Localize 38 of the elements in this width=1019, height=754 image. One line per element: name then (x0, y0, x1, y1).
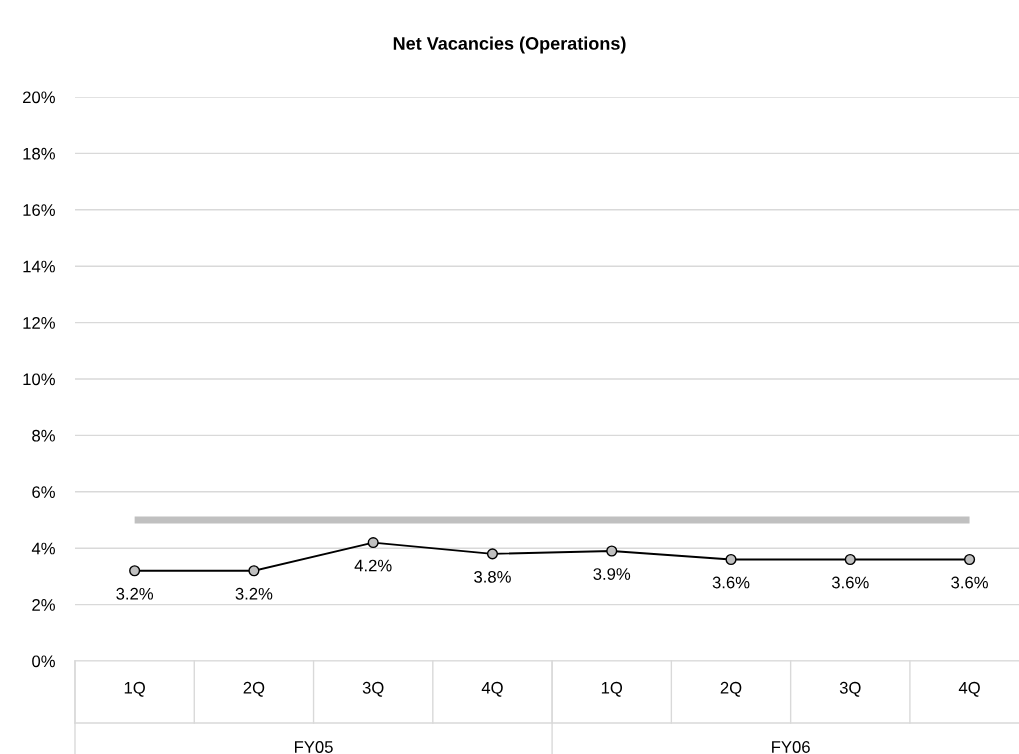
x-tick-label: 1Q (601, 681, 623, 697)
x-tick-label: 2Q (720, 681, 742, 697)
text: 4.2% (354, 559, 392, 572)
text: FY05 (295, 741, 333, 753)
text: 3.6% (951, 576, 988, 589)
text: FY06 (772, 741, 810, 753)
y-tick-label: 2% (32, 599, 55, 611)
x-tick-label: 1Q (124, 681, 145, 697)
point (606, 545, 618, 557)
x-tick-label: 2Q (243, 681, 265, 697)
y-tick-label: 12% (23, 317, 55, 329)
x-tick-label: 4Q (958, 681, 980, 697)
y-tick-label: 10% (23, 373, 55, 386)
point (844, 553, 856, 566)
y-tick-label: 0% (32, 655, 55, 668)
chart-title: Net Vacancies (Operations) (393, 36, 626, 54)
text: 3.2% (116, 587, 154, 600)
point (963, 553, 976, 566)
text: 3.9% (593, 568, 631, 580)
y-tick-label: 4% (31, 542, 55, 555)
x-tick-label: 3Q (362, 681, 384, 697)
x-tick-label: 3Q (839, 681, 861, 697)
text: 3.6% (831, 576, 869, 589)
text: 3.6% (712, 576, 750, 589)
point (248, 565, 260, 577)
y-tick-label: 14% (23, 260, 55, 273)
point (129, 565, 141, 577)
point (486, 548, 499, 560)
text: 3.8% (474, 570, 511, 583)
x-tick-label: 4Q (481, 681, 503, 697)
y-tick-label: 8% (32, 429, 55, 442)
y-tick-label: 20% (23, 91, 55, 104)
y-tick-label: 16% (23, 204, 55, 216)
point (725, 553, 737, 566)
y-tick-label: 6% (32, 486, 55, 498)
y-tick-label: 18% (23, 147, 55, 160)
point (367, 537, 379, 549)
text: 3.2% (235, 587, 273, 600)
